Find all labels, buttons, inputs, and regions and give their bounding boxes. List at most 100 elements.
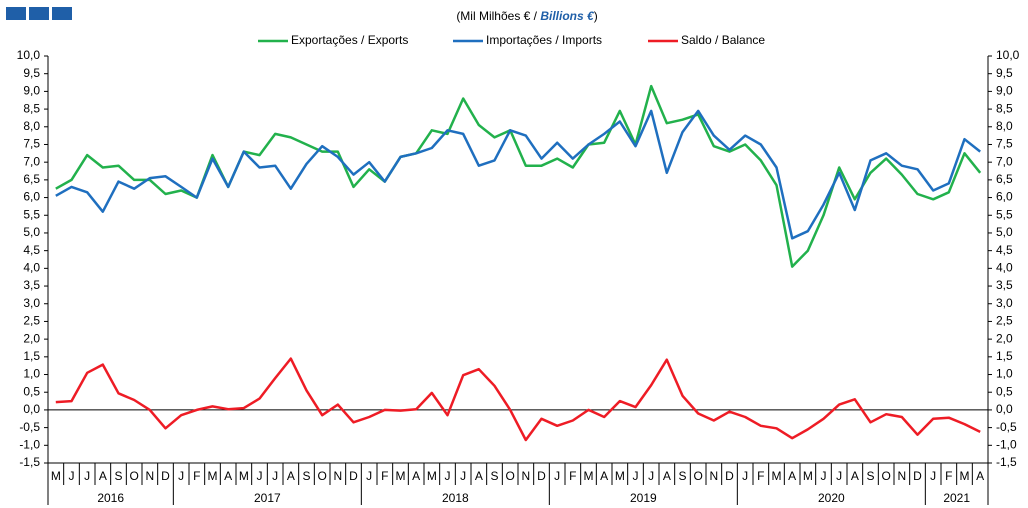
- y-tick-label: 8,5: [23, 101, 40, 115]
- y-tick-label: 8,0: [23, 119, 40, 133]
- x-tick-label: A: [99, 469, 107, 483]
- y2-tick-label: 2,0: [996, 331, 1013, 345]
- y-tick-label: 1,0: [23, 367, 40, 381]
- y2-tick-label: 10,0: [996, 48, 1020, 62]
- x-tick-label: O: [881, 469, 890, 483]
- y-tick-label: 5,5: [23, 207, 40, 221]
- legend-label: Exportações / Exports: [291, 33, 408, 47]
- series-line: [55, 109, 981, 240]
- x-tick-label: J: [445, 469, 451, 483]
- y2-tick-label: 4,0: [996, 261, 1013, 275]
- x-tick-label: J: [930, 469, 936, 483]
- year-label: 2021: [943, 491, 970, 505]
- y-tick-label: 6,0: [23, 190, 40, 204]
- logo-block: [6, 7, 26, 20]
- x-tick-label: J: [69, 469, 75, 483]
- x-tick-label: A: [287, 469, 295, 483]
- y-tick-label: 7,0: [23, 154, 40, 168]
- x-tick-label: J: [633, 469, 639, 483]
- x-tick-label: N: [333, 469, 342, 483]
- year-label: 2020: [818, 491, 845, 505]
- x-tick-label: F: [757, 469, 764, 483]
- y-tick-label: 5,0: [23, 225, 40, 239]
- x-tick-label: J: [178, 469, 184, 483]
- year-label: 2017: [254, 491, 281, 505]
- x-tick-label: O: [505, 469, 514, 483]
- y-tick-label: 3,0: [23, 296, 40, 310]
- y2-tick-label: 0,5: [996, 384, 1013, 398]
- x-tick-label: J: [460, 469, 466, 483]
- x-tick-label: J: [257, 469, 263, 483]
- y-tick-label: 7,5: [23, 137, 40, 151]
- x-tick-label: J: [272, 469, 278, 483]
- x-tick-label: M: [960, 469, 970, 483]
- y-tick-label: -0,5: [19, 420, 40, 434]
- x-tick-label: A: [788, 469, 796, 483]
- x-tick-label: F: [381, 469, 388, 483]
- subtitle-pt: (Mil Milhões € /: [456, 9, 537, 23]
- y2-tick-label: 3,0: [996, 296, 1013, 310]
- logo-block: [52, 7, 72, 20]
- x-tick-label: M: [239, 469, 249, 483]
- x-tick-label: A: [224, 469, 232, 483]
- y-tick-label: 3,5: [23, 278, 40, 292]
- y2-tick-label: -1,5: [996, 455, 1017, 469]
- logo-block: [29, 7, 49, 20]
- y2-tick-label: 5,0: [996, 225, 1013, 239]
- y-tick-label: 10,0: [17, 48, 41, 62]
- x-tick-label: J: [554, 469, 560, 483]
- y2-tick-label: 3,5: [996, 278, 1013, 292]
- year-label: 2018: [442, 491, 469, 505]
- y2-tick-label: 9,0: [996, 84, 1013, 98]
- x-tick-label: M: [427, 469, 437, 483]
- y-tick-label: 0,5: [23, 384, 40, 398]
- x-tick-label: M: [396, 469, 406, 483]
- x-tick-label: J: [742, 469, 748, 483]
- y-tick-label: 0,0: [23, 402, 40, 416]
- y2-tick-label: -0,5: [996, 420, 1017, 434]
- x-tick-label: N: [145, 469, 154, 483]
- subtitle: (Mil Milhões € / Billions €): [456, 9, 597, 23]
- y2-tick-label: 2,5: [996, 314, 1013, 328]
- x-tick-label: M: [584, 469, 594, 483]
- x-tick-label: J: [648, 469, 654, 483]
- year-label: 2019: [630, 491, 657, 505]
- y-tick-label: 4,5: [23, 243, 40, 257]
- y-tick-label: 9,5: [23, 66, 40, 80]
- y-tick-label: 9,0: [23, 84, 40, 98]
- legend-label: Saldo / Balance: [681, 33, 765, 47]
- legend-label: Importações / Imports: [486, 33, 602, 47]
- y2-tick-label: 1,5: [996, 349, 1013, 363]
- x-tick-label: A: [600, 469, 608, 483]
- x-tick-label: D: [537, 469, 546, 483]
- x-tick-label: M: [208, 469, 218, 483]
- x-tick-label: J: [836, 469, 842, 483]
- x-tick-label: A: [663, 469, 671, 483]
- y-tick-label: 2,0: [23, 331, 40, 345]
- y2-tick-label: 8,0: [996, 119, 1013, 133]
- x-tick-label: O: [693, 469, 702, 483]
- y-tick-label: 2,5: [23, 314, 40, 328]
- x-tick-label: D: [349, 469, 358, 483]
- x-tick-label: F: [569, 469, 576, 483]
- x-tick-label: N: [521, 469, 530, 483]
- x-tick-label: F: [193, 469, 200, 483]
- x-tick-label: M: [615, 469, 625, 483]
- y2-tick-label: 7,0: [996, 154, 1013, 168]
- year-label: 2016: [97, 491, 124, 505]
- y2-tick-label: 6,5: [996, 172, 1013, 186]
- y-tick-label: -1,5: [19, 455, 40, 469]
- y-tick-label: 1,5: [23, 349, 40, 363]
- y2-tick-label: 0,0: [996, 402, 1013, 416]
- y2-tick-label: -1,0: [996, 437, 1017, 451]
- x-tick-label: J: [366, 469, 372, 483]
- x-tick-label: D: [725, 469, 734, 483]
- x-tick-label: D: [913, 469, 922, 483]
- x-tick-label: F: [945, 469, 952, 483]
- series-line: [55, 357, 981, 442]
- x-tick-label: M: [803, 469, 813, 483]
- x-tick-label: O: [129, 469, 138, 483]
- x-tick-label: N: [897, 469, 906, 483]
- x-tick-label: J: [84, 469, 90, 483]
